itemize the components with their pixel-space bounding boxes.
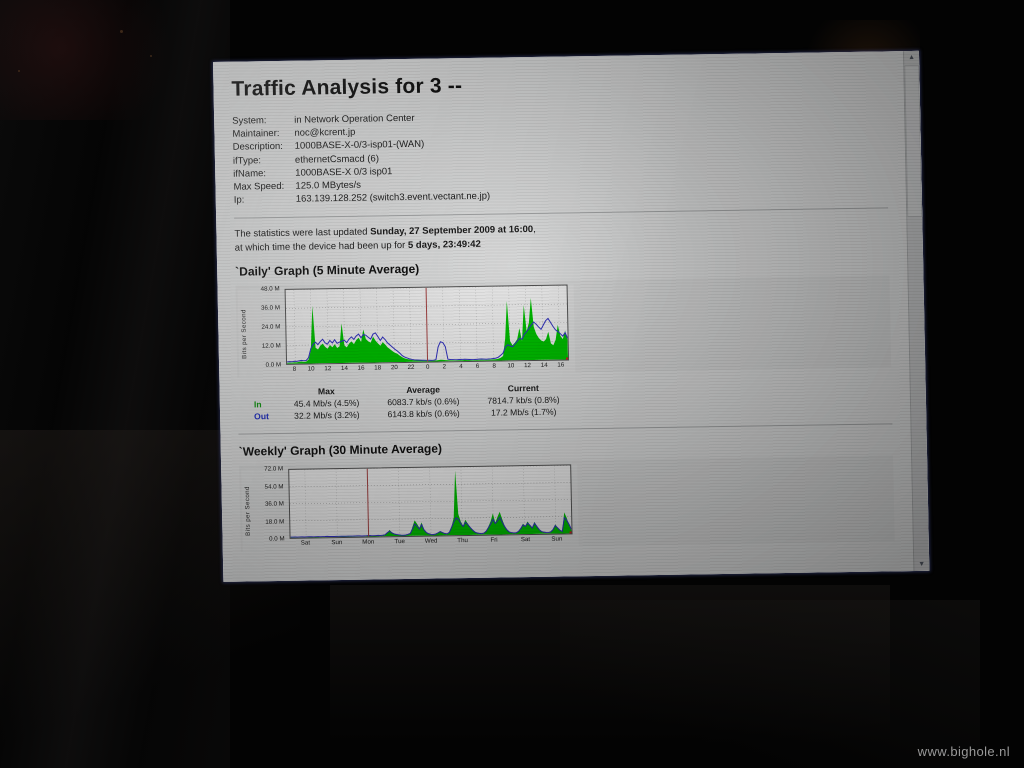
meta-key: ifType:	[232, 154, 262, 167]
page-title: Traffic Analysis for 3 --	[231, 74, 463, 101]
stats-out-max: 32.2 Mb/s (3.2%)	[294, 410, 360, 422]
scroll-down-arrow-icon[interactable]: ▼	[915, 557, 929, 572]
screen-reflection-bottom	[330, 585, 890, 768]
browser-window: Traffic Analysis for 3 -- System: in Net…	[213, 50, 930, 582]
meta-key: Maintainer:	[232, 128, 280, 140]
y-axis-title: Bits per Second	[239, 309, 248, 359]
x-tick-label: Tue	[394, 538, 406, 546]
x-tick-label: 14	[540, 362, 548, 370]
y-tick-label: 36.0 M	[264, 500, 284, 509]
scrollbar-track[interactable]	[915, 217, 922, 558]
y-axis-title: Bits per Second	[243, 486, 252, 536]
mrtg-page: Traffic Analysis for 3 -- System: in Net…	[213, 51, 914, 582]
stats-out-average: 6143.8 kb/s (0.6%)	[387, 408, 460, 420]
divider	[238, 423, 893, 436]
scroll-up-arrow-icon[interactable]: ▲	[904, 50, 919, 65]
stats-out-current: 17.2 Mb/s (1.7%)	[490, 407, 557, 419]
y-tick-label: 36.0 M	[260, 304, 281, 313]
screen-reflection-lower-right	[560, 600, 980, 768]
x-tick-label: 2	[442, 363, 447, 371]
weekly-y-ticks: 0.0 M 18.0 M 36.0 M 54.0 M 72.0 M	[252, 465, 288, 552]
y-tick-label: 18.0 M	[265, 518, 285, 526]
traffic-stats-table: Max Average Current In 45.4 Mb/s (4.5%) …	[252, 382, 574, 423]
x-tick-label: 20	[390, 364, 398, 372]
stats-col-blank	[252, 386, 280, 398]
light-speck	[18, 70, 20, 72]
meta-key: Max Speed:	[233, 180, 285, 193]
x-tick-label: Fri	[490, 537, 498, 545]
x-tick-label: Sun	[551, 535, 563, 544]
daily-graph: Bits per Second 0.0 M 12.0 M 24.0 M 36.0 M 4…	[237, 284, 576, 379]
screen-reflection-red-glow	[0, 0, 200, 120]
x-tick-label: 6	[475, 363, 480, 371]
photo-watermark: www.bighole.nl	[917, 744, 1010, 759]
daily-plot-svg	[285, 285, 569, 365]
weekly-plot-area	[288, 464, 573, 540]
y-tick-label: 0.0 M	[269, 535, 285, 544]
x-tick-label: Wed	[424, 537, 438, 546]
updated-timestamp: Sunday, 27 September 2009 at 16:00	[370, 224, 534, 238]
x-tick-label: 4	[459, 363, 463, 371]
x-tick-label: 0	[425, 364, 430, 372]
x-tick-label: 14	[340, 365, 348, 373]
weekly-graph: Bits per Second 0.0 M 18.0 M 36.0 M 54.0 M 7…	[241, 464, 579, 553]
x-tick-label: Sat	[520, 536, 531, 544]
x-tick-label: Mon	[362, 538, 375, 547]
daily-plot-area	[284, 284, 570, 366]
scrollbar-thumb[interactable]	[904, 64, 923, 218]
x-tick-label: 12	[324, 365, 332, 373]
y-tick-label: 24.0 M	[261, 323, 281, 332]
x-tick-label: 8	[492, 363, 497, 371]
x-tick-label: Thu	[457, 537, 469, 545]
x-tick-label: 10	[307, 365, 315, 373]
light-speck	[150, 55, 152, 57]
y-tick-label: 0.0 M	[265, 361, 282, 370]
meta-key: Description:	[232, 141, 283, 154]
device-meta-list: System: in Network Operation Center Main…	[232, 104, 888, 207]
screen-reflection-left	[0, 0, 230, 768]
daily-series-in	[287, 298, 569, 365]
x-tick-label: 16	[357, 365, 365, 373]
y-tick-label: 12.0 M	[261, 342, 281, 351]
last-updated-text: The statistics were last updated Sunday,…	[234, 218, 888, 255]
x-tick-label: Sun	[331, 539, 343, 547]
x-tick-label: 12	[524, 362, 532, 370]
daily-y-ticks: 0.0 M 12.0 M 24.0 M 36.0 M 48.0 M	[249, 285, 285, 378]
x-tick-label: Sat	[300, 539, 311, 548]
weekly-graph-container: Bits per Second 0.0 M 18.0 M 36.0 M 54.0 M 7…	[239, 455, 895, 553]
meta-key: ifName:	[233, 167, 267, 180]
meta-key: Ip:	[233, 194, 245, 206]
daily-now-marker	[425, 288, 429, 363]
x-tick-label: 8	[292, 366, 297, 374]
weekly-series-out	[290, 516, 572, 539]
monitor-screen: Traffic Analysis for 3 -- System: in Net…	[213, 50, 930, 582]
y-tick-label: 48.0 M	[260, 285, 280, 294]
weekly-now-marker	[366, 469, 370, 538]
divider	[234, 207, 889, 220]
uptime-prefix: at which time the device had been up for	[234, 239, 409, 254]
daily-graph-heading: `Daily' Graph (5 Minute Average)	[235, 262, 420, 280]
y-tick-label: 54.0 M	[264, 483, 284, 491]
stats-direction-in: In	[253, 399, 262, 410]
y-tick-label: 72.0 M	[264, 465, 284, 474]
weekly-graph-heading: `Weekly' Graph (30 Minute Average)	[238, 441, 443, 460]
updated-suffix: ,	[533, 224, 536, 236]
x-tick-label: 18	[374, 364, 382, 372]
daily-graph-container: Bits per Second 0.0 M 12.0 M 24.0 M 36.0 M 4…	[235, 275, 892, 379]
weekly-plot-svg	[289, 465, 572, 539]
x-tick-label: 10	[507, 362, 515, 370]
x-tick-label: 22	[407, 364, 415, 372]
updated-prefix: The statistics were last updated	[234, 226, 371, 241]
meta-key: System:	[232, 115, 267, 127]
light-speck	[120, 30, 123, 33]
x-tick-label: 16	[557, 361, 565, 370]
stats-direction-out: Out	[254, 411, 270, 422]
uptime-value: 5 days, 23:49:42	[407, 238, 481, 251]
